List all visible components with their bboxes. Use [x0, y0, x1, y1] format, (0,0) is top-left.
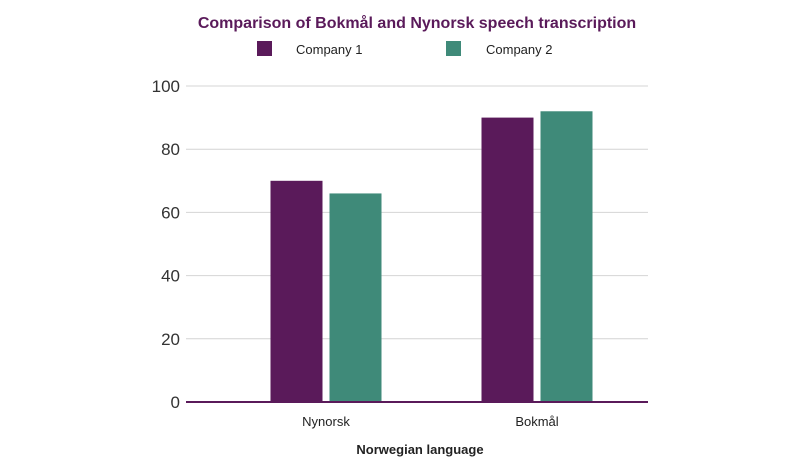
x-axis-categories: Nynorsk Bokmål [302, 414, 559, 429]
y-tick-label: 0 [171, 393, 180, 412]
x-tick-label: Nynorsk [302, 414, 350, 429]
bar-nynorsk-series-1 [270, 180, 323, 402]
bars [270, 111, 593, 402]
x-axis-title: Norwegian language [356, 442, 483, 457]
legend-swatch-company-2 [446, 41, 461, 56]
legend-swatch-company-1 [257, 41, 272, 56]
y-tick-label: 40 [161, 267, 180, 286]
x-tick-label: Bokmål [515, 414, 558, 429]
legend-label-company-1: Company 1 [296, 42, 362, 57]
bar-bokm-l-series-2 [540, 111, 593, 402]
chart-title: Comparison of Bokmål and Nynorsk speech … [198, 14, 636, 32]
y-tick-label: 100 [152, 77, 180, 96]
y-tick-label: 60 [161, 203, 180, 222]
legend-label-company-2: Company 2 [486, 42, 552, 57]
y-tick-label: 20 [161, 330, 180, 349]
legend: Company 1 Company 2 [257, 41, 552, 57]
y-tick-label: 80 [161, 140, 180, 159]
y-axis-ticks: 0 20 40 60 80 100 [152, 77, 180, 412]
bar-bokm-l-series-1 [481, 117, 534, 402]
bar-nynorsk-series-2 [329, 193, 382, 402]
